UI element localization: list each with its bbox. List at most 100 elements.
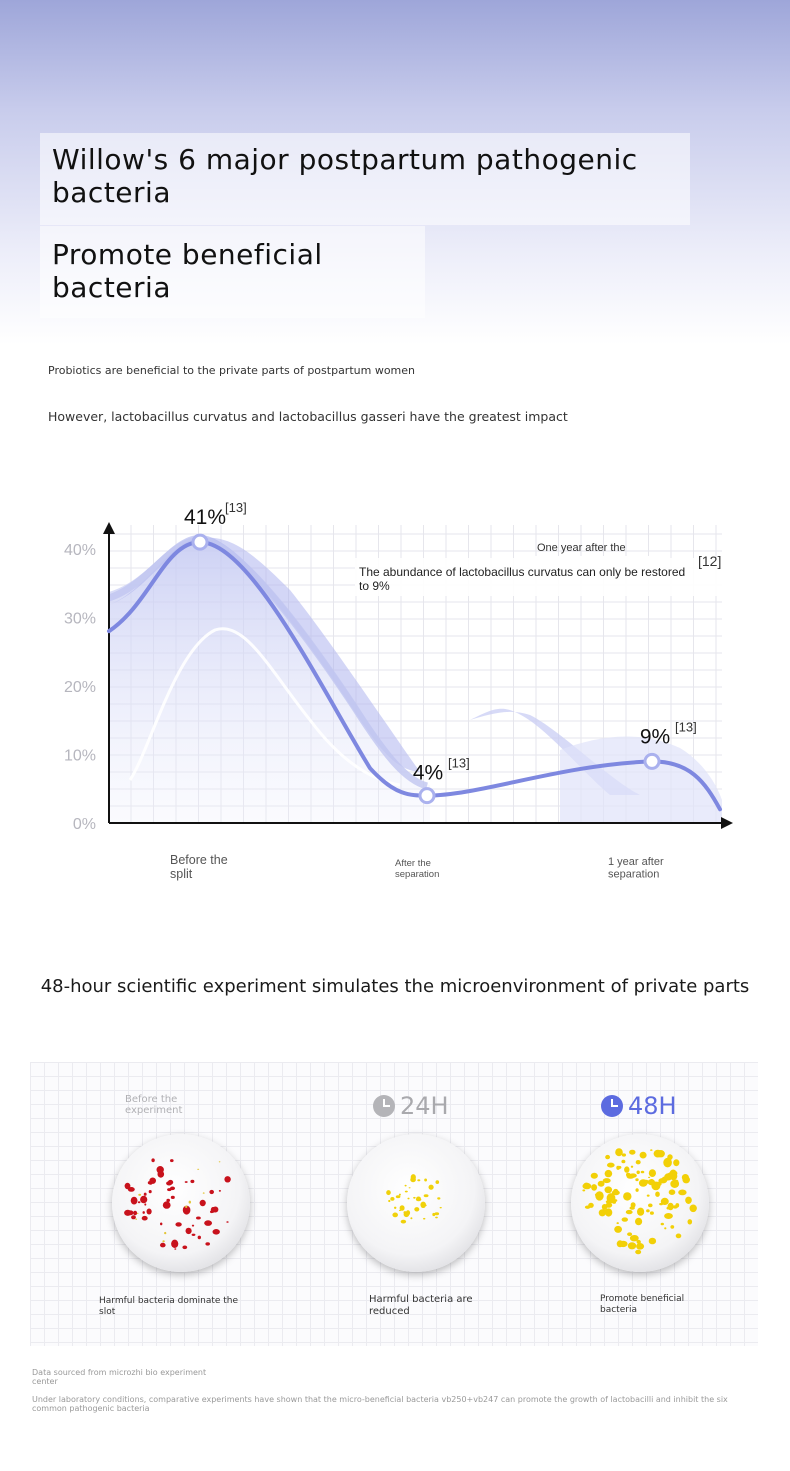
bacteria-dot xyxy=(137,1201,141,1204)
bacteria-dot xyxy=(184,1181,188,1183)
bacteria-dot xyxy=(423,1217,426,1220)
data-labels: 41%[13]4% [13]9% [13] xyxy=(184,500,697,784)
bacteria-dot xyxy=(630,1165,634,1168)
y-tick-label: 20% xyxy=(64,679,96,696)
bacteria-dot xyxy=(394,1206,397,1209)
bacteria-dot xyxy=(210,1206,216,1213)
x-category-label: 1 year after separation xyxy=(608,856,664,881)
bacteria-dot xyxy=(616,1222,619,1225)
bacteria-dot xyxy=(197,1168,200,1170)
bacteria-dot xyxy=(170,1159,174,1163)
bacteria-dot xyxy=(635,1188,639,1192)
bacteria-dot xyxy=(646,1194,650,1197)
bacteria-dot xyxy=(151,1158,155,1163)
reference-label: [13] xyxy=(225,500,247,515)
column-2-head: 24H xyxy=(373,1092,449,1120)
bacteria-dot xyxy=(403,1211,407,1214)
bacteria-dot xyxy=(185,1205,188,1208)
bacteria-dot xyxy=(167,1188,172,1192)
bacteria-dot xyxy=(144,1203,147,1206)
bacteria-dot xyxy=(404,1184,407,1187)
y-tick-label: 10% xyxy=(64,748,96,765)
bacteria-dot xyxy=(647,1179,655,1186)
y-tick-label: 0% xyxy=(73,816,96,833)
bacteria-dot xyxy=(681,1174,689,1181)
bacteria-dot xyxy=(171,1239,179,1248)
bacteria-dot xyxy=(603,1209,611,1215)
bacteria-dots-before xyxy=(124,1158,231,1250)
bacteria-dot xyxy=(607,1162,615,1168)
chart-axes xyxy=(103,522,733,829)
data-point-3 xyxy=(643,752,661,770)
bacteria-dot xyxy=(583,1182,590,1188)
bacteria-dot xyxy=(401,1207,405,1210)
bacteria-dot xyxy=(143,1192,147,1196)
bacteria-dot xyxy=(398,1193,401,1196)
bacteria-dot xyxy=(614,1225,622,1233)
bacteria-dots-24h xyxy=(386,1174,442,1224)
bacteria-dot xyxy=(627,1232,633,1236)
bacteria-dot xyxy=(212,1229,220,1235)
bacteria-dot xyxy=(404,1190,408,1193)
x-category-label: After the separation xyxy=(395,858,439,880)
bacteria-dot xyxy=(398,1209,402,1212)
bacteria-dot xyxy=(685,1196,692,1204)
bacteria-dot xyxy=(648,1203,653,1208)
bacteria-dot xyxy=(124,1182,131,1190)
bacteria-dot xyxy=(667,1154,673,1160)
x-category-labels: Before the split After the separation 1 year… xyxy=(170,853,664,881)
bacteria-dot xyxy=(635,1249,642,1255)
bacteria-dot xyxy=(629,1173,637,1178)
annotation-reference: [12] xyxy=(698,553,721,569)
bacteria-dot xyxy=(673,1159,680,1167)
bacteria-dot xyxy=(639,1151,647,1159)
bacteria-dot xyxy=(670,1179,680,1188)
petri-dish-before xyxy=(112,1134,250,1272)
bacteria-dot xyxy=(648,1237,657,1245)
bacteria-dot xyxy=(157,1170,165,1178)
bacteria-dot xyxy=(689,1204,697,1213)
bacteria-dot xyxy=(604,1186,613,1194)
bacteria-dot xyxy=(690,1209,694,1212)
bacteria-dot xyxy=(417,1179,421,1182)
bacteria-dot xyxy=(423,1194,429,1198)
bacteria-dot xyxy=(416,1196,421,1201)
bacteria-dot xyxy=(199,1199,206,1207)
bacteria-dot xyxy=(209,1189,214,1195)
highlight-curve xyxy=(128,627,401,787)
bacteria-dot xyxy=(188,1200,191,1204)
bacteria-dot xyxy=(635,1217,643,1226)
bacteria-dot xyxy=(410,1217,413,1220)
bacteria-dot xyxy=(166,1198,170,1202)
petri-dish-24h xyxy=(347,1134,485,1272)
bacteria-dot xyxy=(627,1242,637,1250)
y-tick-label: 30% xyxy=(64,611,96,628)
bacteria-dot xyxy=(602,1178,611,1184)
bacteria-dot xyxy=(133,1210,138,1216)
bacteria-dot xyxy=(160,1242,166,1248)
bacteria-dot xyxy=(182,1245,188,1250)
bacteria-dot xyxy=(648,1176,651,1179)
bacteria-dot xyxy=(605,1154,610,1160)
y-tick-labels: 0% 10% 20% 30% 40% xyxy=(64,542,96,833)
bacteria-dot xyxy=(616,1165,620,1170)
bacteria-dot xyxy=(400,1219,407,1224)
bacteria-dot xyxy=(407,1197,410,1200)
bacteria-dot xyxy=(196,1216,201,1220)
bacteria-dot xyxy=(424,1178,427,1182)
bacteria-dot xyxy=(623,1192,632,1201)
bacteria-dot xyxy=(625,1209,633,1215)
bacteria-dot xyxy=(218,1161,221,1163)
bacteria-dot xyxy=(435,1180,440,1184)
bacteria-dot xyxy=(615,1148,623,1157)
column-2-caption: Harmful bacteria are reduced xyxy=(369,1294,473,1317)
bacteria-dot xyxy=(660,1222,664,1226)
bacteria-dot xyxy=(149,1177,156,1184)
bacteria-dot xyxy=(664,1227,667,1230)
bacteria-dot xyxy=(604,1169,613,1178)
annotation-text: The abundance of lactobacillus curvatus … xyxy=(359,565,685,593)
bacteria-dot xyxy=(413,1196,416,1199)
bacteria-dot xyxy=(138,1193,142,1196)
reference-label: [13] xyxy=(448,756,470,771)
bacteria-dot xyxy=(432,1212,436,1217)
